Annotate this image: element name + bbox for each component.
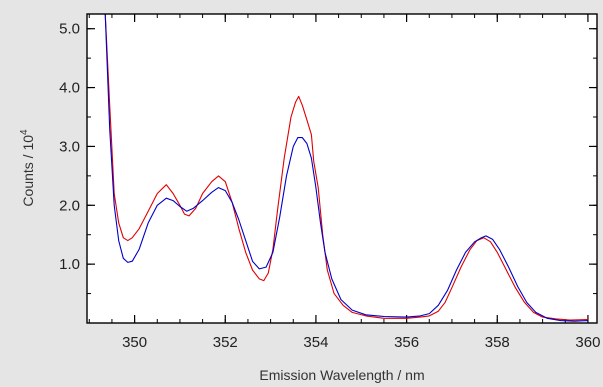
y-tick-label: 2.0	[59, 197, 80, 214]
major-ticks	[87, 14, 597, 323]
y-axis-title-superscript: 4	[19, 129, 30, 135]
x-tick-label: 358	[485, 334, 510, 351]
x-tick-label: 354	[303, 334, 328, 351]
plot-area	[87, 14, 597, 323]
x-axis-title: Emission Wavelength / nm	[259, 367, 424, 383]
x-tick-label: 350	[122, 334, 147, 351]
series-blue-line	[104, 14, 588, 322]
y-tick-labels: 1.0 2.0 3.0 4.0 5.0	[59, 21, 80, 273]
x-tick-label: 356	[394, 334, 419, 351]
x-tick-labels: 350 352 354 356 358 360	[122, 334, 600, 351]
plot-frame	[86, 13, 598, 324]
x-tick-label: 360	[575, 334, 600, 351]
y-tick-label: 3.0	[59, 138, 80, 155]
series-lines	[104, 14, 588, 322]
y-tick-label: 1.0	[59, 256, 80, 273]
y-tick-label: 5.0	[59, 21, 80, 38]
y-axis-title: Counts / 104	[19, 129, 36, 207]
y-axis-title-main: Counts / 10	[20, 135, 36, 207]
y-tick-label: 4.0	[59, 80, 80, 97]
x-tick-label: 352	[213, 334, 238, 351]
